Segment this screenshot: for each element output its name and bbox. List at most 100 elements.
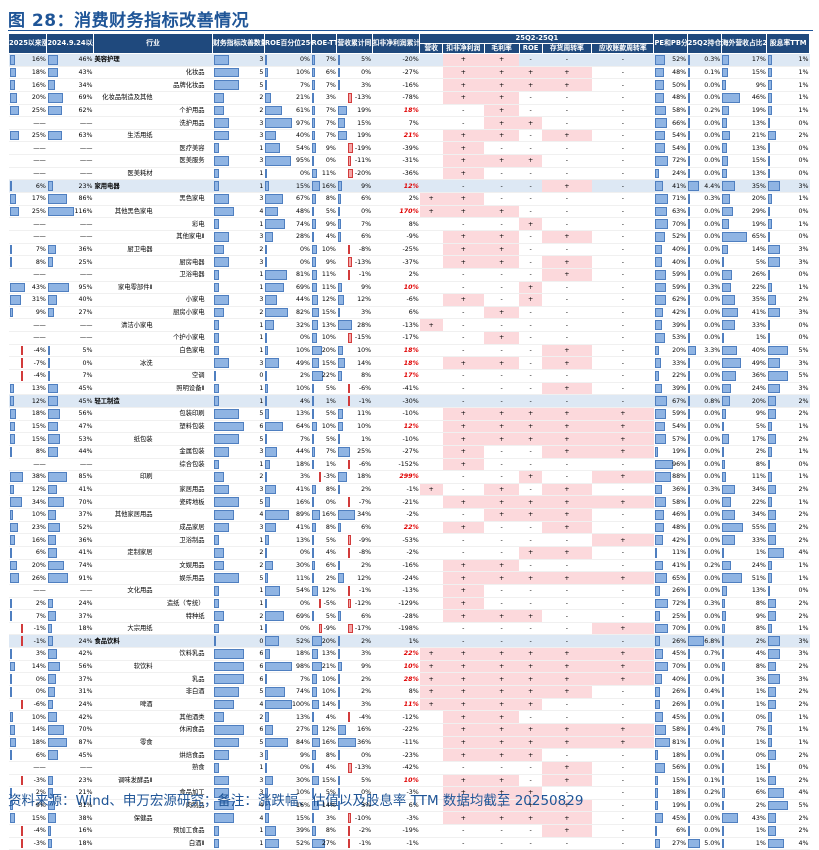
data-bar [213,724,244,735]
revenue-yoy-cell: 3% [336,306,373,320]
improve-count-cell: 3 [212,154,265,168]
data-bar [312,130,316,141]
industry-name-cell: 大宗用纸 [93,622,213,636]
pe-pb-percentile-cell: 72% [653,597,688,611]
data-bar [767,231,770,242]
data-bar [337,434,340,444]
data-bar [688,522,691,533]
data-bar [688,156,691,166]
data-bar [265,497,270,508]
net-profit-qoq-cell: + [442,293,484,307]
inventory-turnover-qoq-cell: + [542,824,592,838]
data-bar [654,649,664,659]
data-bar [265,522,277,533]
data-bar [654,371,660,381]
holding-ratio-cell: 0.0% [687,432,722,446]
inventory-turnover-qoq-cell: - [542,533,592,547]
revenue-yoy-cell: -6% [336,382,373,396]
since-924-change-cell: 45% [46,394,94,408]
profit-yoy-cell: -21% [372,495,420,510]
data-bar [9,750,12,760]
overseas-revenue-cell: 2% [721,634,767,649]
since-924-change-cell: 25% [46,255,94,269]
data-bar [312,181,320,192]
net-profit-qoq-cell: + [442,192,484,206]
data-bar [47,383,58,394]
overseas-revenue-cell: 41% [721,306,767,320]
table-row: 2% 21% 食品加工 3 10% 5% 0% -3% + + + - -18% 0.2% 6% 4% [8,786,810,800]
dividend-yield-cell: 1% [766,723,810,737]
roe-percentile-cell: 82% [264,306,312,320]
overseas-revenue-cell: 13% [721,167,767,181]
gross-margin-qoq-cell: + [484,483,520,497]
data-bar [47,345,50,356]
data-bar [312,750,316,760]
dividend-yield-cell: 1% [766,495,810,510]
improve-count-cell: 3 [212,356,265,371]
roe-qoq-cell: - [519,255,542,269]
data-bar [265,788,269,798]
revenue-qoq-cell: + [419,647,443,661]
data-bar [337,522,341,533]
industry-name-cell: 其他家电Ⅱ [93,230,213,244]
data-bar [337,775,341,786]
receivable-turnover-qoq-cell: - [591,217,654,231]
table-row: 14% 56% 软饮料 6 98% 21% 9% 10% + + + + + +70% 0.0% 8% 2% [8,660,810,674]
data-bar [654,522,664,533]
overseas-revenue-cell: 46% [721,91,767,105]
table-row: 9% 31% 肉制品 4 16% 14% 3% 6% + + + + -19% 0.0% 2% 5% [8,799,810,813]
data-bar [213,800,234,811]
revenue-yoy-cell: -2% [336,824,373,838]
inventory-turnover-qoq-cell: - [542,318,592,333]
table-row: 6% 41% 定制家居 2 0% 4% -8% -2% - - + + -11% 0.0% 1% 4% [8,546,810,560]
ytd-change-cell: 7% [8,243,47,257]
roe-percentile-cell: 44% [264,445,312,459]
dividend-yield-cell: 0% [766,205,810,219]
since-924-change-cell: 85% [46,470,94,484]
receivable-turnover-qoq-cell: - [591,634,654,649]
revenue-yoy-cell: -9% [336,533,373,547]
roe-ttm-cell: 12% [311,723,337,737]
data-bar [688,636,705,647]
profit-yoy-cell: 12% [372,420,420,434]
roe-percentile-cell: 2% [264,369,312,383]
improve-count-cell: 1 [212,281,265,295]
holding-ratio-cell: 5.0% [687,837,722,850]
net-profit-qoq-cell: + [442,445,484,459]
roe-ttm-cell: 15% [311,774,337,788]
inventory-turnover-qoq-cell: + [542,382,592,396]
since-924-change-cell: 56% [46,660,94,674]
overseas-revenue-cell: 36% [721,369,767,383]
roe-ttm-cell: 10% [311,685,337,699]
net-profit-qoq-cell: - [442,394,484,408]
roe-percentile-cell: 11% [264,571,312,585]
gross-margin-qoq-cell: + [484,420,520,434]
data-bar [688,459,691,470]
overseas-revenue-cell: 40% [721,344,767,358]
inventory-turnover-qoq-cell: - [542,458,592,472]
overseas-revenue-cell: 33% [721,533,767,547]
inventory-turnover-qoq-cell: + [542,420,592,434]
gross-margin-qoq-cell: + [484,78,520,92]
profit-yoy-cell: -1% [372,837,420,850]
roe-ttm-cell: 10% [311,331,337,345]
roe-ttm-cell: 10% [311,243,337,257]
data-bar [722,244,728,255]
dividend-yield-cell: 3% [766,255,810,269]
net-profit-qoq-cell: + [442,420,484,434]
data-bar [213,67,239,78]
data-bar [722,611,726,621]
data-bar [348,497,351,508]
revenue-yoy-cell: 25% [336,445,373,459]
industry-name-cell: 家电零部件Ⅱ [93,281,213,295]
holding-ratio-cell: 0.0% [687,306,722,320]
data-bar [722,535,735,545]
pe-pb-percentile-cell: 54% [653,420,688,434]
revenue-yoy-cell: 2% [336,685,373,699]
holding-ratio-cell: 0.0% [687,736,722,750]
since-924-change-cell: 44% [46,445,94,459]
dividend-yield-cell: 2% [766,129,810,143]
header-revenue: 营收 [419,43,444,54]
pe-pb-percentile-cell: 39% [653,318,688,333]
holding-ratio-cell: 0.2% [687,559,722,573]
